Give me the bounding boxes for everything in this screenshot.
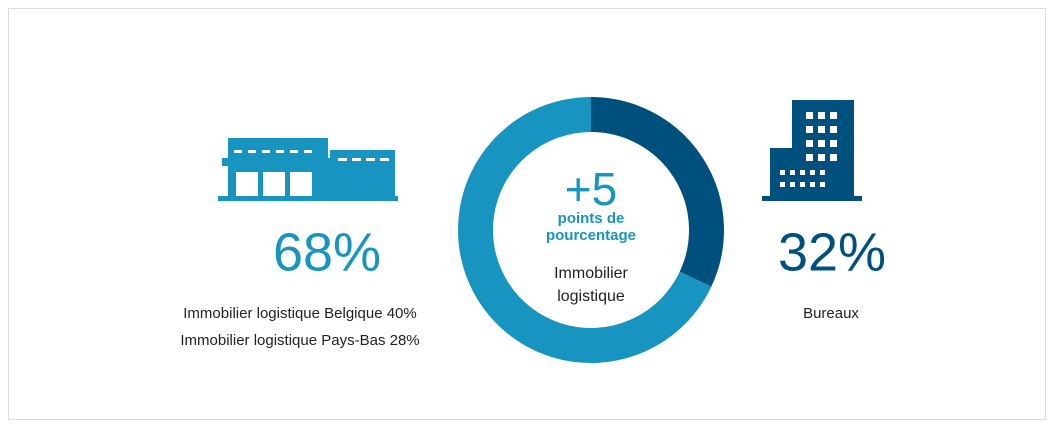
donut-segment <box>590 97 724 287</box>
description: Immobilier logistique Belgique 40% <box>183 305 416 322</box>
office-icon <box>762 100 862 201</box>
headline: +5 <box>564 163 618 215</box>
subhead: points de pourcentage <box>545 210 636 245</box>
value-label: 32% <box>778 222 886 282</box>
donut-segment <box>458 97 712 363</box>
center-label: Immobilier logistique <box>554 265 628 306</box>
description: Bureaux <box>803 305 859 322</box>
frame <box>8 8 1046 420</box>
warehouse-icon <box>218 138 398 201</box>
description: Immobilier logistique Pays-Bas 28% <box>180 332 419 349</box>
value-label: 68% <box>273 222 381 282</box>
